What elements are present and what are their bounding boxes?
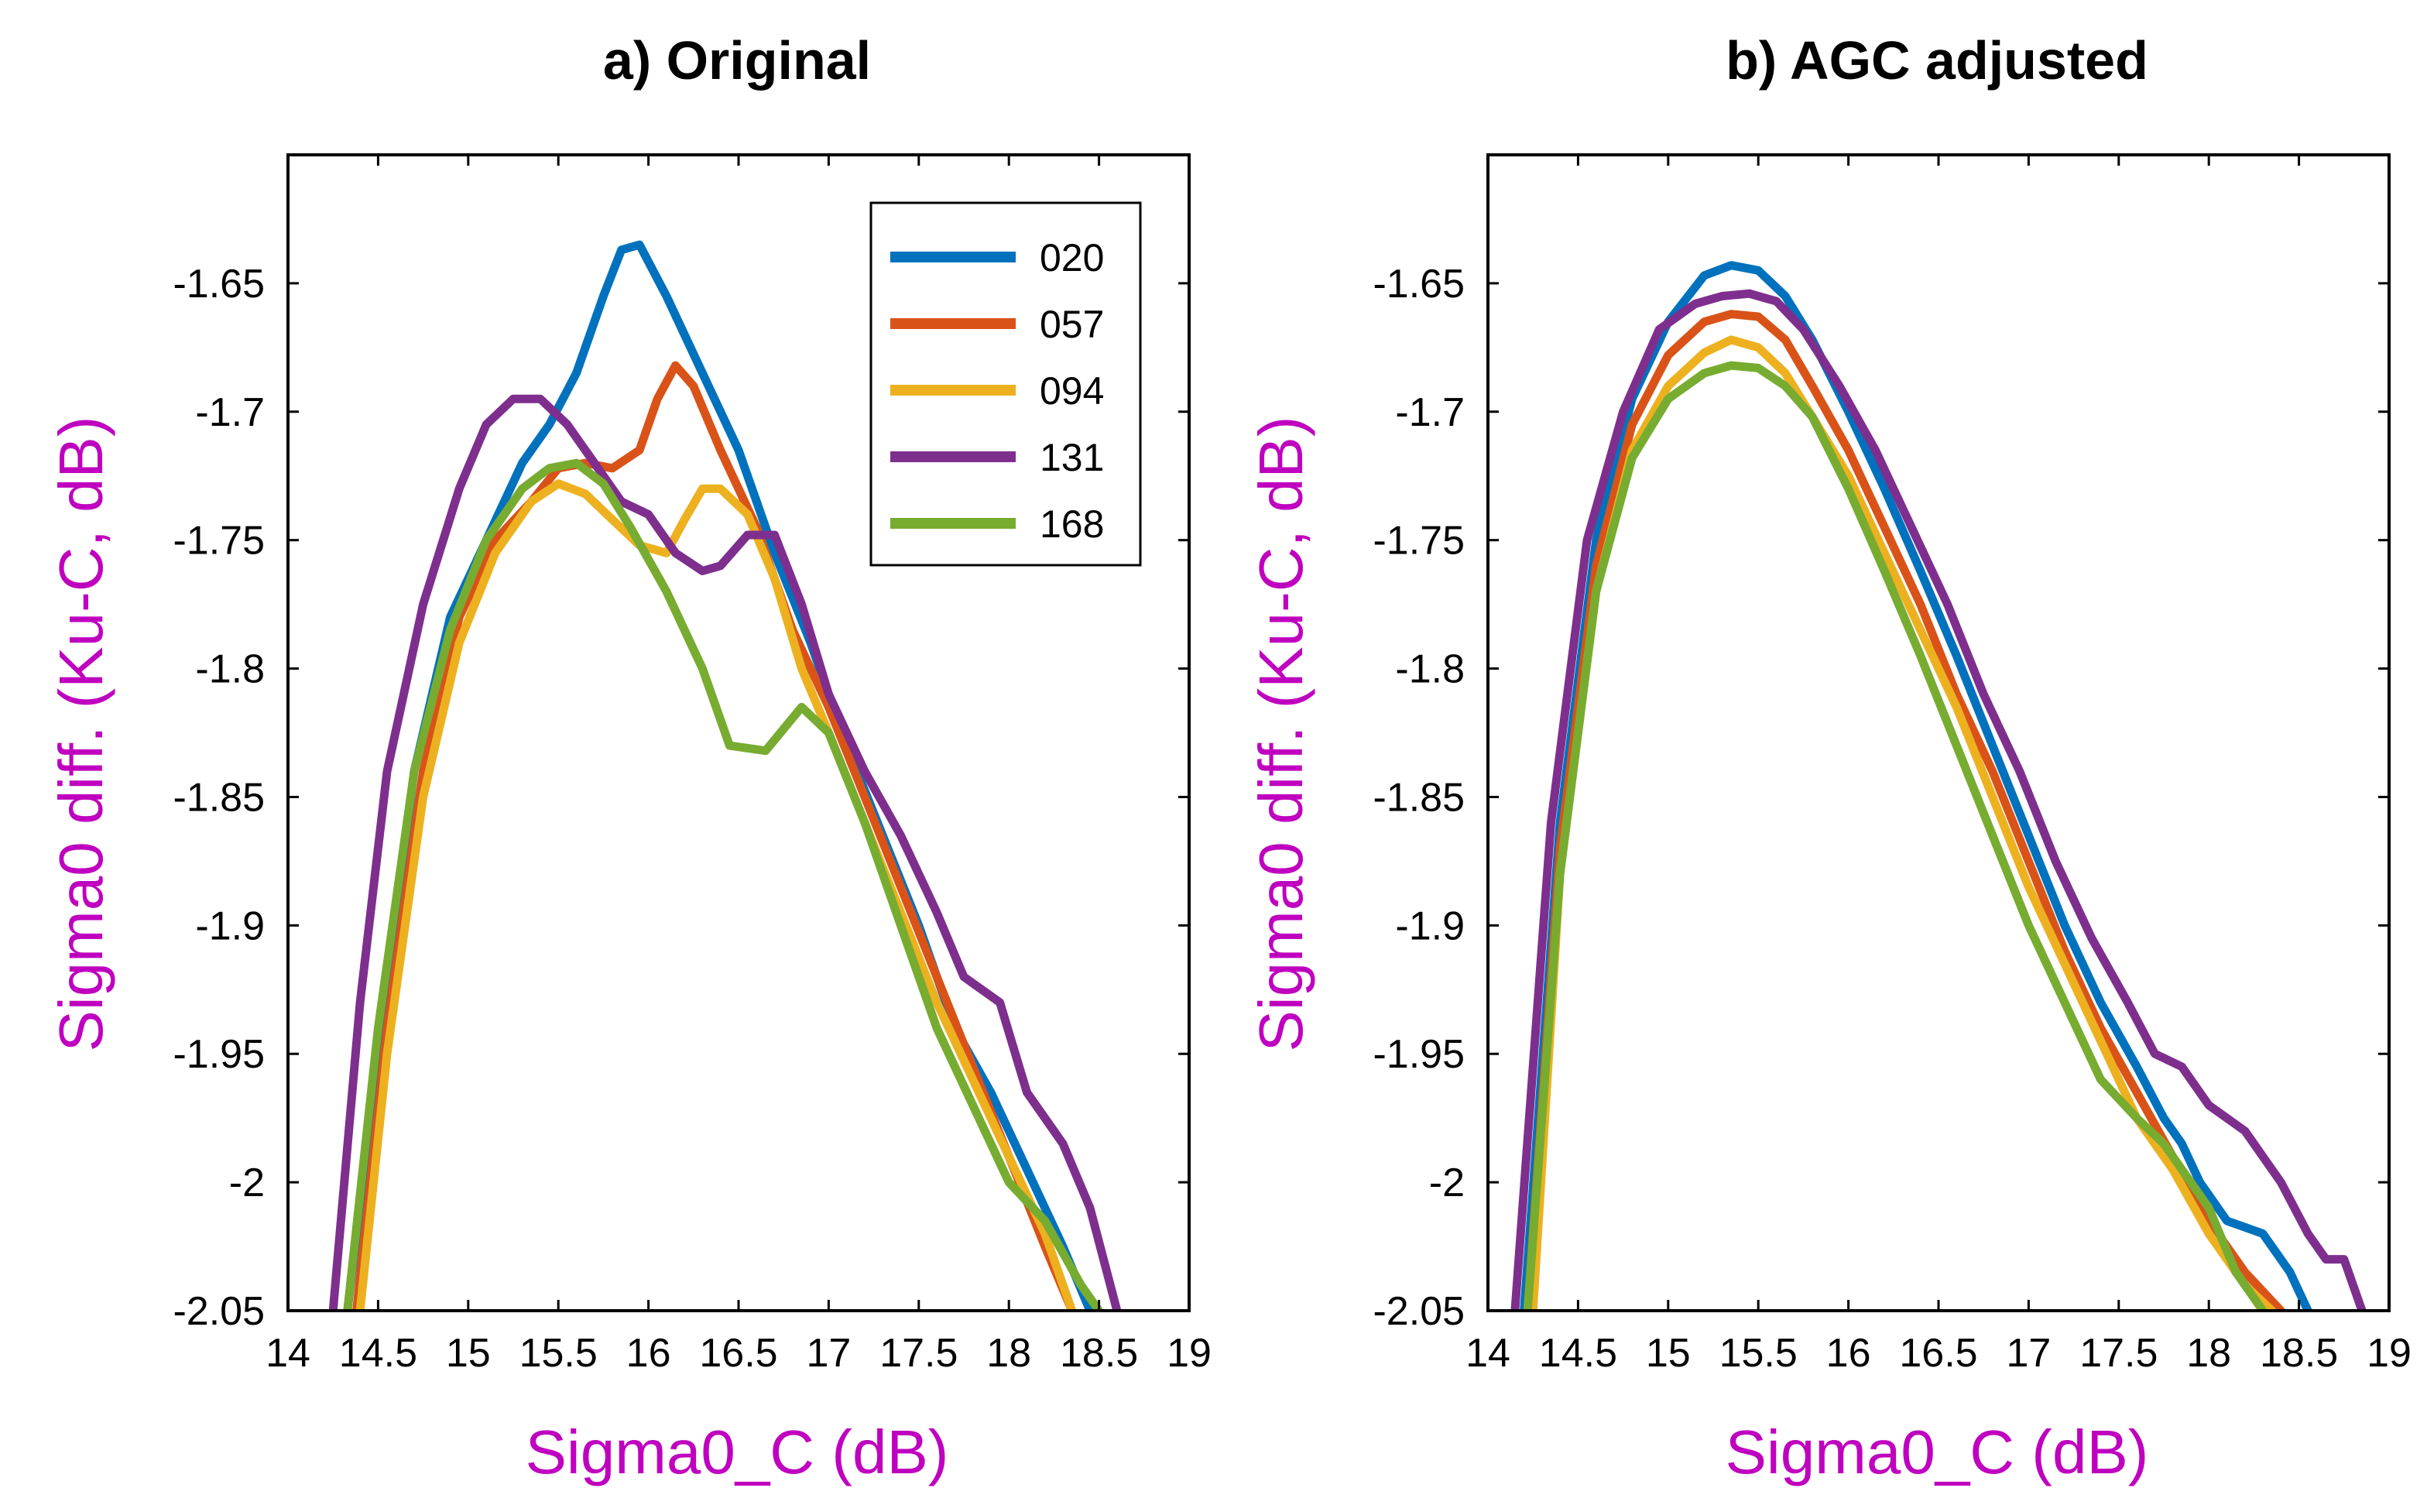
panel-b-ytick-label: -2.05	[1373, 1289, 1465, 1334]
panel-b-ytick-label: -2	[1429, 1161, 1465, 1205]
panel-a-ylabel: Sigma0 diff. (Ku-C, dB)	[46, 416, 115, 1051]
panel-b-xtick-label: 17.5	[2079, 1331, 2158, 1376]
panel-b: b) AGC adjusted 14 14.5 15 15.5 16 16.5 17 17.5…	[1246, 30, 2412, 1486]
panel-a-ytick-label: -2	[229, 1161, 265, 1205]
panel-a-xtick-label: 14	[266, 1331, 310, 1376]
panel-a-series-094	[355, 479, 1077, 1311]
panel-b-xtick-label: 14.5	[1539, 1331, 1617, 1376]
panel-a-ytick-label: -1.7	[195, 390, 265, 435]
panel-b-xtick-label: 14	[1465, 1331, 1510, 1376]
panel-a-ytick-label: -1.85	[173, 775, 265, 820]
panel-b-ytick-label: -1.8	[1395, 647, 1465, 692]
panel-b-xtick-label: 17	[2006, 1331, 2051, 1376]
panel-b-ytick-label: -1.9	[1395, 903, 1465, 948]
panel-b-ytick-label: -1.7	[1395, 390, 1465, 435]
legend-label-020: 020	[1040, 236, 1104, 279]
legend-label-057: 057	[1040, 303, 1104, 346]
panel-a-ytick-label: -1.75	[173, 519, 265, 564]
panel-b-xtick-label: 16.5	[1899, 1331, 1977, 1376]
panel-b-series-168	[1523, 361, 2268, 1311]
panel-a-xtick-label: 15	[446, 1331, 491, 1376]
panel-b-xtick-label: 15	[1646, 1331, 1691, 1376]
panel-b-series-131	[1510, 289, 2367, 1311]
panel-a-xtick-label: 16.5	[699, 1331, 777, 1376]
panel-a-ytick-label: -1.8	[195, 647, 265, 692]
panel-b-xtick-label: 19	[2367, 1331, 2412, 1376]
panel-b-ytick-label: -1.85	[1373, 775, 1465, 820]
panel-a-ytick-label: -1.65	[173, 262, 265, 307]
panel-b-ytick-label: -1.75	[1373, 519, 1465, 564]
panel-a-series-131	[328, 394, 1122, 1311]
panel-b-ytick-label: -1.95	[1373, 1032, 1465, 1077]
panel-a-xtick-label: 16	[626, 1331, 671, 1376]
panel-a-xtick-label: 19	[1167, 1331, 1212, 1376]
panel-a: a) Original 14 14.5 15 15.5 16 16.5 17 17.5 18 18…	[46, 30, 1212, 1486]
panel-b-ylabel: Sigma0 diff. (Ku-C, dB)	[1246, 416, 1315, 1051]
panel-b-xtick-label: 15.5	[1719, 1331, 1798, 1376]
panel-a-ytick-label: -1.95	[173, 1032, 265, 1077]
panel-b-ytick-label: -1.65	[1373, 262, 1465, 307]
panel-b-title: b) AGC adjusted	[1726, 30, 2148, 91]
panel-a-series-group	[328, 240, 1122, 1311]
legend-box	[869, 201, 1142, 567]
panel-a-xtick-label: 18.5	[1060, 1331, 1138, 1376]
panel-a-plot-area: 14 14.5 15 15.5 16 16.5 17 17.5 18 18.5 19 -1.65 -1.…	[173, 153, 1212, 1376]
panel-a-series-168	[343, 458, 1104, 1311]
panel-a-series-057	[352, 361, 1077, 1311]
panel-b-series-group	[1510, 261, 2367, 1311]
panel-a-xtick-label: 14.5	[339, 1331, 417, 1376]
legend-label-168: 168	[1040, 502, 1104, 546]
panel-a-title: a) Original	[603, 30, 871, 91]
panel-b-xtick-label: 18	[2186, 1331, 2231, 1376]
legend: 020 057 094 131 168	[869, 201, 1142, 567]
panel-b-xlabel: Sigma0_C (dB)	[1726, 1418, 2149, 1486]
panel-a-xtick-label: 17	[806, 1331, 851, 1376]
panel-a-xlabel: Sigma0_C (dB)	[526, 1418, 949, 1486]
panel-a-xtick-label: 18	[986, 1331, 1031, 1376]
panel-b-plot-area: 14 14.5 15 15.5 16 16.5 17 17.5 18 18.5 19 -1.65 -1.…	[1373, 153, 2412, 1376]
panel-b-xtick-label: 18.5	[2260, 1331, 2338, 1376]
panel-b-series-057	[1523, 310, 2285, 1311]
panel-a-ytick-label: -2.05	[173, 1289, 265, 1334]
panel-a-xtick-label: 17.5	[879, 1331, 958, 1376]
panel-a-xtick-label: 15.5	[519, 1331, 598, 1376]
legend-label-131: 131	[1040, 436, 1104, 479]
panel-a-ytick-label: -1.9	[195, 903, 265, 948]
legend-label-094: 094	[1040, 369, 1104, 413]
panel-b-xtick-label: 16	[1826, 1331, 1871, 1376]
